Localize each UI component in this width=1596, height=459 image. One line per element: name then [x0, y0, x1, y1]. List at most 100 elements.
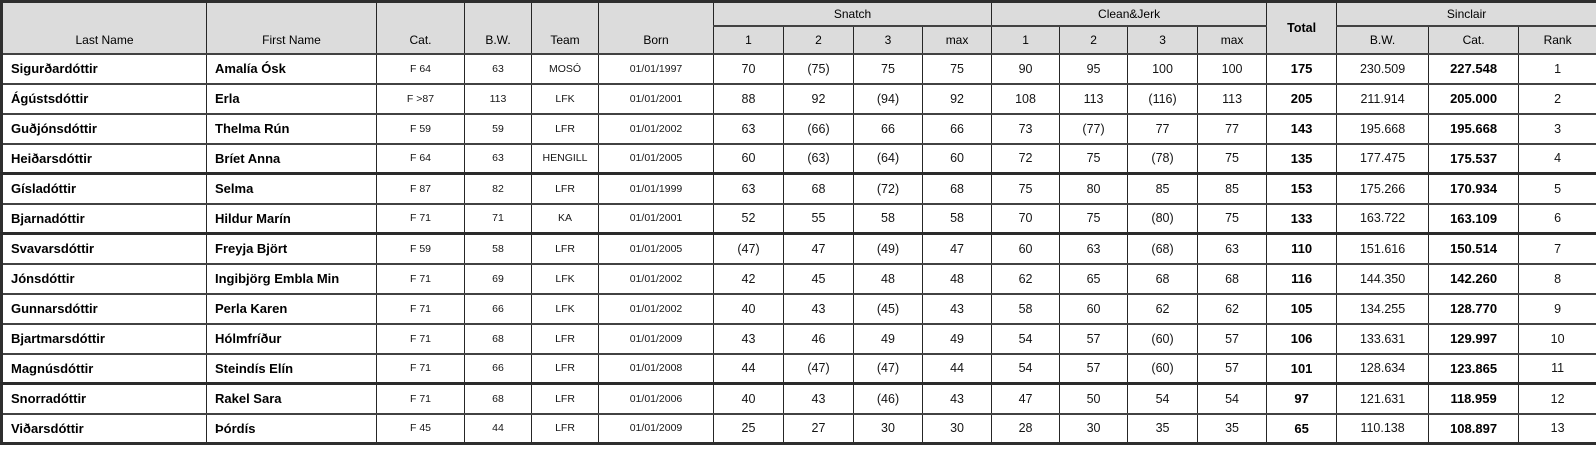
cell-born: 01/01/2006 [598, 382, 714, 415]
cell-sinclair-cat: 118.959 [1428, 382, 1520, 415]
cell-clean-jerk-3: (116) [1127, 82, 1199, 115]
cell-sinclair-bw: 163.722 [1336, 202, 1430, 235]
cell-clean-jerk-2: (77) [1059, 112, 1129, 145]
cell-clean-jerk-1: 70 [991, 202, 1061, 235]
cell-sinclair-cat: 227.548 [1428, 52, 1520, 85]
cell-clean-jerk-2: 113 [1059, 82, 1129, 115]
cell-bodyweight: 58 [464, 232, 532, 265]
cell-snatch-3: (49) [853, 232, 923, 265]
cell-bodyweight: 66 [464, 352, 532, 385]
cell-first-name: Hildur Marín [206, 202, 377, 235]
cell-bodyweight: 71 [464, 202, 532, 235]
header-clean-jerk-group: Clean&Jerk [991, 0, 1268, 26]
cell-snatch-3: 30 [853, 412, 923, 445]
cell-clean-jerk-1: 47 [991, 382, 1061, 415]
cell-last-name: Bjartmarsdóttir [1, 322, 207, 355]
cell-category: F >87 [376, 82, 465, 115]
table-row: Sigurðardóttir Amalía Ósk F 64 63 MOSÓ 01/01/… [1, 52, 1596, 85]
cell-clean-jerk-2: 80 [1059, 172, 1129, 205]
cell-clean-jerk-3: (78) [1127, 142, 1199, 175]
cell-rank: 2 [1518, 82, 1596, 115]
cell-snatch-2: (47) [783, 352, 854, 385]
cell-category: F 59 [376, 112, 465, 145]
cell-clean-jerk-3: (60) [1127, 352, 1199, 385]
table-row: Viðarsdóttir Þórdís F 45 44 LFR 01/01/2009 25 2… [1, 412, 1596, 445]
table-row: Heiðarsdóttir Bríet Anna F 64 63 HENGILL 01/0… [1, 142, 1596, 175]
cell-team: LFR [531, 232, 599, 265]
cell-rank: 1 [1518, 52, 1596, 85]
cell-bodyweight: 69 [464, 262, 532, 295]
cell-born: 01/01/2002 [598, 112, 714, 145]
cell-snatch-1: 44 [713, 352, 784, 385]
header-category: Cat. [376, 0, 465, 55]
cell-snatch-2: 92 [783, 82, 854, 115]
cell-rank: 10 [1518, 322, 1596, 355]
cell-snatch-1: 60 [713, 142, 784, 175]
cell-clean-jerk-1: 54 [991, 322, 1061, 355]
cell-total: 101 [1266, 352, 1338, 385]
cell-snatch-1: 52 [713, 202, 784, 235]
cell-clean-jerk-1: 72 [991, 142, 1061, 175]
cell-team: LFR [531, 172, 599, 205]
cell-sinclair-bw: 195.668 [1336, 112, 1430, 145]
cell-snatch-2: (63) [783, 142, 854, 175]
cell-total: 105 [1266, 292, 1338, 325]
table-row: Gísladóttir Selma F 87 82 LFR 01/01/1999 63 68(… [1, 172, 1596, 205]
cell-clean-jerk-2: 75 [1059, 202, 1129, 235]
cell-sinclair-cat: 195.668 [1428, 112, 1520, 145]
cell-born: 01/01/2009 [598, 412, 714, 445]
cell-bodyweight: 82 [464, 172, 532, 205]
cell-total: 116 [1266, 262, 1338, 295]
cell-sinclair-bw: 121.631 [1336, 382, 1430, 415]
header-team: Team [531, 0, 599, 55]
results-table-header: Last Name First Name Cat. B.W. Team Born… [1, 0, 1596, 55]
cell-clean-jerk-max: 75 [1197, 142, 1268, 175]
cell-clean-jerk-max: 62 [1197, 292, 1268, 325]
cell-first-name: Steindís Elín [206, 352, 377, 385]
cell-clean-jerk-max: 54 [1197, 382, 1268, 415]
cell-clean-jerk-1: 58 [991, 292, 1061, 325]
cell-born: 01/01/2002 [598, 262, 714, 295]
cell-bodyweight: 63 [464, 142, 532, 175]
table-row: Snorradóttir Rakel Sara F 71 68 LFR 01/01/200… [1, 382, 1596, 415]
cell-category: F 71 [376, 292, 465, 325]
cell-born: 01/01/2002 [598, 292, 714, 325]
cell-sinclair-cat: 163.109 [1428, 202, 1520, 235]
cell-snatch-3: (47) [853, 352, 923, 385]
cell-clean-jerk-max: 63 [1197, 232, 1268, 265]
cell-snatch-max: 30 [921, 412, 993, 445]
cell-born: 01/01/1997 [598, 52, 714, 85]
cell-clean-jerk-3: 68 [1127, 262, 1199, 295]
cell-sinclair-bw: 177.475 [1336, 142, 1430, 175]
cell-clean-jerk-3: (60) [1127, 322, 1199, 355]
cell-clean-jerk-3: (68) [1127, 232, 1199, 265]
cell-first-name: Rakel Sara [206, 382, 377, 415]
cell-category: F 87 [376, 172, 465, 205]
header-rank: Rank [1518, 24, 1596, 55]
cell-team: HENGILL [531, 142, 599, 175]
cell-snatch-max: 48 [921, 262, 993, 295]
cell-team: LFK [531, 292, 599, 325]
cell-team: LFK [531, 262, 599, 295]
cell-clean-jerk-max: 57 [1197, 352, 1268, 385]
cell-born: 01/01/2001 [598, 202, 714, 235]
cell-last-name: Jónsdóttir [1, 262, 207, 295]
cell-last-name: Heiðarsdóttir [1, 142, 207, 175]
cell-snatch-3: (72) [853, 172, 923, 205]
cell-clean-jerk-1: 60 [991, 232, 1061, 265]
cell-first-name: Selma [206, 172, 377, 205]
cell-snatch-1: 40 [713, 292, 784, 325]
cell-clean-jerk-max: 57 [1197, 322, 1268, 355]
cell-snatch-max: 92 [921, 82, 993, 115]
header-sub-row: 1 2 3 max 1 2 3 max B.W. Cat. Rank [2, 24, 1596, 55]
cell-clean-jerk-1: 62 [991, 262, 1061, 295]
cell-snatch-2: 27 [783, 412, 854, 445]
cell-first-name: Freyja Björt [206, 232, 377, 265]
cell-born: 01/01/2001 [598, 82, 714, 115]
cell-first-name: Ingibjörg Embla Min [206, 262, 377, 295]
cell-clean-jerk-1: 108 [991, 82, 1061, 115]
header-snatch-max: max [921, 24, 993, 55]
cell-bodyweight: 66 [464, 292, 532, 325]
cell-clean-jerk-max: 77 [1197, 112, 1268, 145]
header-snatch-group: Snatch [712, 0, 993, 26]
